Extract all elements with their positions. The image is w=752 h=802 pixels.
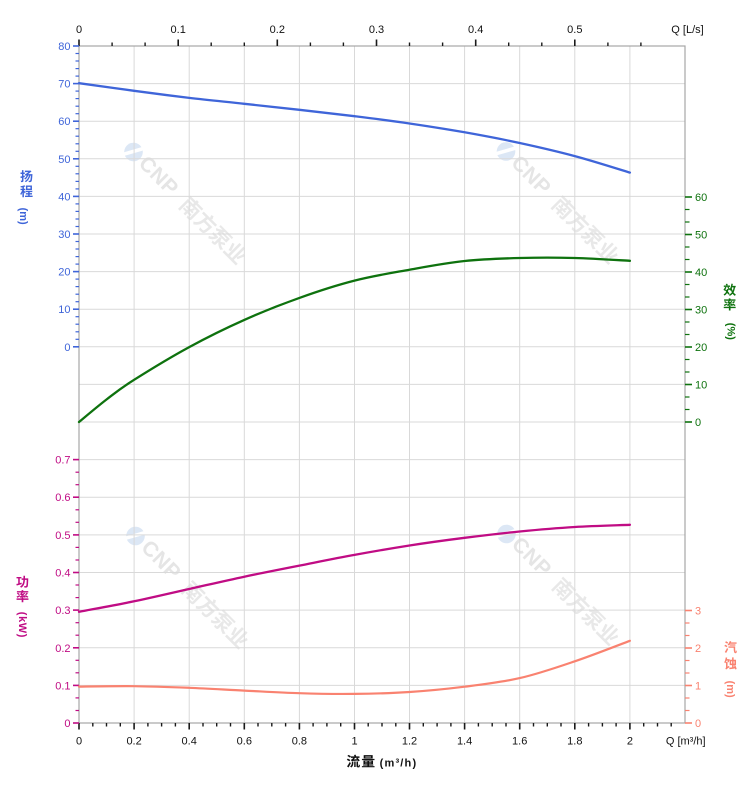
svg-text:0.5: 0.5 <box>567 24 582 36</box>
svg-text:0.2: 0.2 <box>270 24 285 36</box>
svg-text:Q [L/s]: Q [L/s] <box>671 24 703 36</box>
svg-text:2: 2 <box>695 643 701 655</box>
svg-text:Q [m³/h]: Q [m³/h] <box>666 735 706 747</box>
svg-text:0: 0 <box>64 718 70 730</box>
svg-text:60: 60 <box>58 116 70 128</box>
svg-text:0.2: 0.2 <box>55 643 70 655</box>
svg-text:80: 80 <box>58 41 70 53</box>
svg-text:0.7: 0.7 <box>55 455 70 467</box>
svg-text:0.1: 0.1 <box>171 24 186 36</box>
svg-text:0: 0 <box>76 735 82 747</box>
svg-text:0.3: 0.3 <box>369 24 384 36</box>
svg-text:0.4: 0.4 <box>55 568 70 580</box>
svg-text:0.3: 0.3 <box>55 605 70 617</box>
svg-text:0.4: 0.4 <box>182 735 197 747</box>
svg-text:20: 20 <box>58 267 70 279</box>
svg-text:1: 1 <box>695 681 701 693</box>
svg-text:(kW): (kW) <box>16 612 28 638</box>
svg-text:10: 10 <box>58 304 70 316</box>
svg-text:2: 2 <box>627 735 633 747</box>
svg-text:1.4: 1.4 <box>457 735 472 747</box>
svg-text:40: 40 <box>695 267 707 279</box>
svg-text:0.2: 0.2 <box>126 735 141 747</box>
svg-text:(m³/h): (m³/h) <box>380 757 418 769</box>
svg-text:10: 10 <box>695 380 707 392</box>
svg-text:60: 60 <box>695 192 707 204</box>
svg-text:0.6: 0.6 <box>55 492 70 504</box>
svg-text:1.2: 1.2 <box>402 735 417 747</box>
svg-text:0: 0 <box>64 342 70 354</box>
svg-text:(%): (%) <box>725 323 737 340</box>
svg-text:30: 30 <box>695 305 707 317</box>
svg-text:1: 1 <box>351 735 357 747</box>
svg-text:1.8: 1.8 <box>567 735 582 747</box>
svg-text:0: 0 <box>76 24 82 36</box>
svg-text:20: 20 <box>695 342 707 354</box>
svg-text:0: 0 <box>695 417 701 429</box>
svg-text:0.1: 0.1 <box>55 680 70 692</box>
svg-text:0: 0 <box>695 718 701 730</box>
svg-text:70: 70 <box>58 79 70 91</box>
svg-text:0.4: 0.4 <box>468 24 483 36</box>
svg-text:0.5: 0.5 <box>55 530 70 542</box>
svg-text:0.6: 0.6 <box>237 735 252 747</box>
svg-text:0.8: 0.8 <box>292 735 307 747</box>
svg-text:(m): (m) <box>17 208 29 225</box>
svg-text:30: 30 <box>58 229 70 241</box>
svg-text:40: 40 <box>58 191 70 203</box>
svg-text:50: 50 <box>58 154 70 166</box>
svg-text:(m): (m) <box>724 681 736 698</box>
svg-text:1.6: 1.6 <box>512 735 527 747</box>
svg-text:50: 50 <box>695 230 707 242</box>
svg-text:3: 3 <box>695 606 701 618</box>
